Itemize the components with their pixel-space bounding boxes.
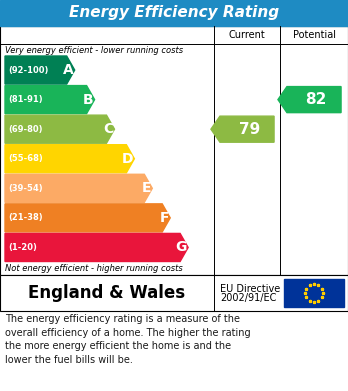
- Polygon shape: [5, 145, 134, 173]
- Polygon shape: [5, 86, 95, 114]
- Text: Very energy efficient - lower running costs: Very energy efficient - lower running co…: [5, 46, 183, 55]
- Text: Current: Current: [229, 30, 266, 40]
- Polygon shape: [278, 86, 341, 113]
- Text: (1-20): (1-20): [8, 243, 37, 252]
- Polygon shape: [5, 174, 152, 203]
- Text: (55-68): (55-68): [8, 154, 43, 163]
- Text: 2002/91/EC: 2002/91/EC: [220, 293, 276, 303]
- Polygon shape: [5, 56, 75, 84]
- Polygon shape: [211, 116, 274, 142]
- Bar: [0, 26, 348, 275]
- Polygon shape: [5, 233, 188, 262]
- Polygon shape: [5, 115, 114, 143]
- Bar: [0, 275, 348, 311]
- Text: (81-91): (81-91): [8, 95, 42, 104]
- Text: Potential: Potential: [293, 30, 335, 40]
- Text: E: E: [142, 181, 151, 196]
- Text: Energy Efficiency Rating: Energy Efficiency Rating: [69, 5, 279, 20]
- Text: England & Wales: England & Wales: [29, 284, 185, 302]
- Text: (69-80): (69-80): [8, 125, 42, 134]
- Text: 79: 79: [239, 122, 260, 137]
- Text: D: D: [122, 152, 133, 166]
- Polygon shape: [5, 204, 170, 232]
- Text: F: F: [160, 211, 169, 225]
- Text: C: C: [103, 122, 113, 136]
- Text: 82: 82: [306, 92, 327, 107]
- Text: (92-100): (92-100): [8, 66, 48, 75]
- Text: B: B: [83, 93, 94, 107]
- Bar: [284, 279, 344, 307]
- Text: Not energy efficient - higher running costs: Not energy efficient - higher running co…: [5, 264, 183, 273]
- Text: The energy efficiency rating is a measure of the
overall efficiency of a home. T: The energy efficiency rating is a measur…: [5, 314, 251, 365]
- Text: EU Directive: EU Directive: [220, 284, 280, 294]
- Text: G: G: [176, 240, 187, 255]
- Text: (39-54): (39-54): [8, 184, 42, 193]
- Bar: [0, 0, 348, 26]
- Text: (21-38): (21-38): [8, 213, 42, 222]
- Text: A: A: [63, 63, 74, 77]
